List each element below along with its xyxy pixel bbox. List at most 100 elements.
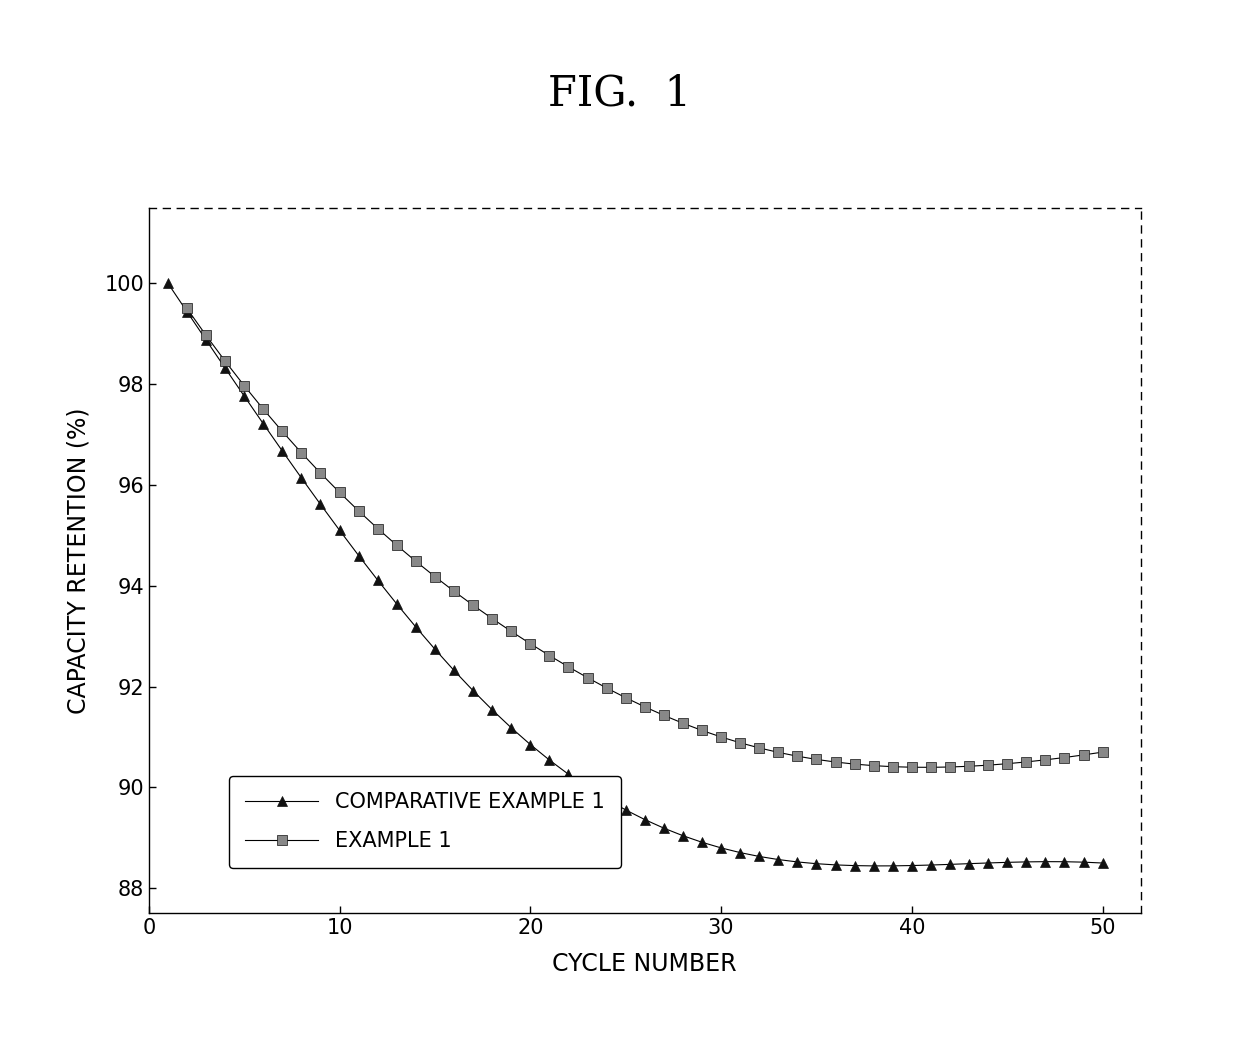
Line: EXAMPLE 1: EXAMPLE 1 bbox=[182, 304, 1107, 772]
COMPARATIVE EXAMPLE 1 bbox=[275, 445, 290, 458]
COMPARATIVE EXAMPLE 1 bbox=[560, 768, 575, 781]
EXAMPLE 1 bbox=[428, 571, 443, 583]
EXAMPLE 1 bbox=[580, 672, 595, 684]
EXAMPLE 1 bbox=[867, 760, 882, 772]
EXAMPLE 1 bbox=[255, 403, 270, 415]
EXAMPLE 1 bbox=[408, 555, 423, 568]
EXAMPLE 1 bbox=[312, 467, 327, 480]
COMPARATIVE EXAMPLE 1 bbox=[503, 721, 518, 734]
COMPARATIVE EXAMPLE 1 bbox=[981, 856, 996, 869]
COMPARATIVE EXAMPLE 1 bbox=[160, 277, 175, 290]
COMPARATIVE EXAMPLE 1 bbox=[656, 822, 671, 835]
EXAMPLE 1 bbox=[599, 682, 614, 694]
EXAMPLE 1 bbox=[466, 599, 481, 611]
EXAMPLE 1 bbox=[733, 737, 748, 749]
COMPARATIVE EXAMPLE 1 bbox=[428, 643, 443, 655]
COMPARATIVE EXAMPLE 1 bbox=[808, 857, 823, 870]
COMPARATIVE EXAMPLE 1 bbox=[371, 574, 386, 586]
EXAMPLE 1 bbox=[218, 355, 233, 367]
COMPARATIVE EXAMPLE 1 bbox=[180, 305, 195, 318]
COMPARATIVE EXAMPLE 1 bbox=[1019, 855, 1034, 868]
EXAMPLE 1 bbox=[275, 426, 290, 438]
Legend: COMPARATIVE EXAMPLE 1, EXAMPLE 1: COMPARATIVE EXAMPLE 1, EXAMPLE 1 bbox=[228, 775, 621, 868]
Y-axis label: CAPACITY RETENTION (%): CAPACITY RETENTION (%) bbox=[66, 407, 91, 714]
COMPARATIVE EXAMPLE 1 bbox=[1038, 855, 1053, 868]
EXAMPLE 1 bbox=[198, 329, 213, 342]
EXAMPLE 1 bbox=[637, 701, 652, 713]
COMPARATIVE EXAMPLE 1 bbox=[255, 417, 270, 430]
COMPARATIVE EXAMPLE 1 bbox=[676, 829, 691, 842]
EXAMPLE 1 bbox=[771, 746, 786, 759]
COMPARATIVE EXAMPLE 1 bbox=[599, 793, 614, 805]
COMPARATIVE EXAMPLE 1 bbox=[714, 842, 729, 854]
EXAMPLE 1 bbox=[694, 725, 709, 737]
COMPARATIVE EXAMPLE 1 bbox=[523, 738, 538, 750]
COMPARATIVE EXAMPLE 1 bbox=[580, 782, 595, 794]
EXAMPLE 1 bbox=[999, 758, 1014, 770]
COMPARATIVE EXAMPLE 1 bbox=[332, 524, 347, 537]
EXAMPLE 1 bbox=[981, 759, 996, 771]
EXAMPLE 1 bbox=[885, 761, 900, 773]
EXAMPLE 1 bbox=[828, 756, 843, 768]
COMPARATIVE EXAMPLE 1 bbox=[466, 684, 481, 696]
COMPARATIVE EXAMPLE 1 bbox=[619, 803, 634, 816]
EXAMPLE 1 bbox=[962, 760, 977, 772]
COMPARATIVE EXAMPLE 1 bbox=[904, 859, 919, 872]
EXAMPLE 1 bbox=[1076, 748, 1091, 761]
EXAMPLE 1 bbox=[294, 446, 309, 459]
COMPARATIVE EXAMPLE 1 bbox=[485, 704, 500, 716]
EXAMPLE 1 bbox=[389, 539, 404, 551]
COMPARATIVE EXAMPLE 1 bbox=[542, 754, 557, 766]
EXAMPLE 1 bbox=[485, 612, 500, 625]
COMPARATIVE EXAMPLE 1 bbox=[198, 333, 213, 346]
COMPARATIVE EXAMPLE 1 bbox=[733, 846, 748, 858]
COMPARATIVE EXAMPLE 1 bbox=[694, 836, 709, 848]
EXAMPLE 1 bbox=[351, 504, 366, 517]
COMPARATIVE EXAMPLE 1 bbox=[408, 621, 423, 633]
COMPARATIVE EXAMPLE 1 bbox=[237, 390, 252, 403]
EXAMPLE 1 bbox=[751, 742, 766, 755]
COMPARATIVE EXAMPLE 1 bbox=[751, 850, 766, 863]
EXAMPLE 1 bbox=[847, 758, 862, 770]
EXAMPLE 1 bbox=[790, 750, 805, 763]
EXAMPLE 1 bbox=[942, 761, 957, 773]
COMPARATIVE EXAMPLE 1 bbox=[637, 814, 652, 826]
EXAMPLE 1 bbox=[332, 486, 347, 498]
EXAMPLE 1 bbox=[619, 691, 634, 704]
COMPARATIVE EXAMPLE 1 bbox=[1056, 855, 1071, 868]
EXAMPLE 1 bbox=[1019, 756, 1034, 768]
EXAMPLE 1 bbox=[808, 754, 823, 766]
COMPARATIVE EXAMPLE 1 bbox=[218, 362, 233, 375]
COMPARATIVE EXAMPLE 1 bbox=[771, 853, 786, 866]
Text: FIG.  1: FIG. 1 bbox=[548, 73, 692, 114]
COMPARATIVE EXAMPLE 1 bbox=[942, 858, 957, 871]
EXAMPLE 1 bbox=[523, 637, 538, 650]
EXAMPLE 1 bbox=[656, 709, 671, 721]
EXAMPLE 1 bbox=[542, 650, 557, 662]
Line: COMPARATIVE EXAMPLE 1: COMPARATIVE EXAMPLE 1 bbox=[164, 279, 1107, 871]
COMPARATIVE EXAMPLE 1 bbox=[294, 471, 309, 484]
EXAMPLE 1 bbox=[237, 380, 252, 392]
EXAMPLE 1 bbox=[560, 660, 575, 673]
EXAMPLE 1 bbox=[503, 625, 518, 637]
EXAMPLE 1 bbox=[180, 302, 195, 315]
COMPARATIVE EXAMPLE 1 bbox=[962, 857, 977, 870]
EXAMPLE 1 bbox=[1095, 746, 1110, 759]
COMPARATIVE EXAMPLE 1 bbox=[885, 859, 900, 872]
COMPARATIVE EXAMPLE 1 bbox=[389, 598, 404, 610]
COMPARATIVE EXAMPLE 1 bbox=[999, 856, 1014, 869]
EXAMPLE 1 bbox=[1038, 754, 1053, 766]
EXAMPLE 1 bbox=[676, 717, 691, 730]
EXAMPLE 1 bbox=[446, 585, 461, 598]
COMPARATIVE EXAMPLE 1 bbox=[867, 859, 882, 872]
EXAMPLE 1 bbox=[1056, 752, 1071, 764]
EXAMPLE 1 bbox=[904, 761, 919, 773]
COMPARATIVE EXAMPLE 1 bbox=[1095, 856, 1110, 869]
COMPARATIVE EXAMPLE 1 bbox=[312, 498, 327, 511]
X-axis label: CYCLE NUMBER: CYCLE NUMBER bbox=[553, 952, 737, 976]
EXAMPLE 1 bbox=[924, 761, 939, 773]
COMPARATIVE EXAMPLE 1 bbox=[924, 858, 939, 871]
EXAMPLE 1 bbox=[714, 731, 729, 743]
COMPARATIVE EXAMPLE 1 bbox=[828, 858, 843, 871]
COMPARATIVE EXAMPLE 1 bbox=[351, 549, 366, 562]
